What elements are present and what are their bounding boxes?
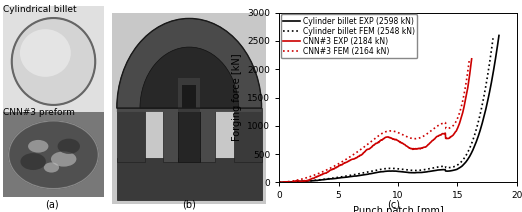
Bar	[117, 158, 262, 200]
Text: (c): (c)	[388, 200, 400, 210]
Cylinder billet FEM (2548 kN)	[490, 37, 496, 40]
Bar	[182, 85, 196, 108]
Wedge shape	[140, 47, 239, 108]
Cylinder billet EXP (2598 kN)	[338, 176, 345, 179]
Cylinder billet FEM (2548 kN)	[411, 169, 417, 172]
Cylinder billet EXP (2598 kN)	[276, 181, 282, 184]
Ellipse shape	[28, 140, 49, 153]
Text: (a): (a)	[45, 200, 59, 210]
Cylinder billet EXP (2598 kN)	[330, 177, 337, 180]
Bar	[179, 104, 200, 162]
X-axis label: Punch patch [mm]: Punch patch [mm]	[353, 206, 443, 212]
CNN#3 EXP (2184 kN)	[469, 58, 475, 60]
Ellipse shape	[51, 151, 76, 167]
Bar	[200, 104, 216, 162]
Cylinder billet EXP (2598 kN)	[277, 181, 283, 184]
Bar	[234, 108, 262, 162]
Ellipse shape	[20, 29, 71, 77]
CNN#3 EXP (2184 kN)	[310, 177, 316, 180]
Ellipse shape	[20, 153, 46, 170]
CNN#3 EXP (2184 kN)	[326, 170, 332, 173]
Cylinder billet FEM (2548 kN)	[431, 166, 437, 169]
Cylinder billet FEM (2548 kN)	[346, 174, 352, 177]
CNN#3 FEM (2164 kN)	[396, 132, 402, 134]
Cylinder billet EXP (2598 kN)	[496, 34, 502, 37]
CNN#3 EXP (2184 kN)	[421, 146, 427, 148]
Cylinder billet EXP (2598 kN)	[447, 170, 454, 172]
Cylinder billet EXP (2598 kN)	[346, 176, 352, 178]
CNN#3 FEM (2164 kN)	[413, 137, 420, 140]
Cylinder billet FEM (2548 kN)	[432, 166, 438, 169]
CNN#3 FEM (2164 kN)	[351, 153, 358, 155]
Ellipse shape	[57, 139, 80, 154]
CNN#3 EXP (2184 kN)	[276, 181, 282, 184]
Ellipse shape	[44, 162, 59, 173]
Cylinder billet FEM (2548 kN)	[302, 180, 308, 183]
Bar	[179, 78, 200, 112]
Cylinder billet FEM (2548 kN)	[276, 181, 282, 184]
CNN#3 EXP (2184 kN)	[363, 149, 370, 151]
Legend: Cylinder billet EXP (2598 kN), Cylinder billet FEM (2548 kN), CNN#3 EXP (2184 kN: Cylinder billet EXP (2598 kN), Cylinder …	[281, 14, 417, 58]
CNN#3 FEM (2164 kN)	[299, 178, 305, 180]
Line: CNN#3 EXP (2184 kN): CNN#3 EXP (2184 kN)	[279, 59, 472, 182]
Bar	[117, 108, 145, 162]
CNN#3 FEM (2164 kN)	[338, 161, 345, 163]
CNN#3 FEM (2164 kN)	[414, 137, 421, 140]
Y-axis label: Forging force [kN]: Forging force [kN]	[232, 54, 242, 141]
Text: CNN#3 preform: CNN#3 preform	[3, 108, 75, 117]
Cylinder billet EXP (2598 kN)	[421, 171, 427, 173]
CNN#3 FEM (2164 kN)	[276, 181, 282, 184]
Cylinder billet FEM (2548 kN)	[361, 172, 367, 174]
CNN#3 EXP (2184 kN)	[405, 145, 411, 148]
Wedge shape	[117, 18, 262, 108]
Text: Cylindrical billet: Cylindrical billet	[3, 5, 76, 14]
Line: Cylinder billet EXP (2598 kN): Cylinder billet EXP (2598 kN)	[279, 35, 499, 182]
Cylinder billet EXP (2598 kN)	[474, 137, 481, 139]
Bar	[163, 104, 179, 162]
Text: (b): (b)	[183, 200, 196, 210]
CNN#3 FEM (2164 kN)	[466, 59, 472, 61]
Line: Cylinder billet FEM (2548 kN): Cylinder billet FEM (2548 kN)	[279, 38, 493, 182]
CNN#3 EXP (2184 kN)	[389, 138, 396, 140]
Ellipse shape	[12, 18, 95, 105]
Ellipse shape	[9, 121, 98, 189]
Line: CNN#3 FEM (2164 kN): CNN#3 FEM (2164 kN)	[279, 60, 469, 182]
